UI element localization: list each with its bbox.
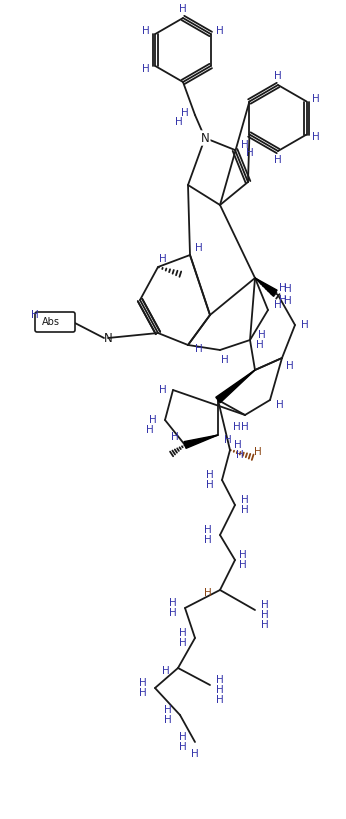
Text: H: H — [146, 425, 154, 435]
Text: H: H — [204, 588, 212, 598]
Text: H: H — [241, 140, 249, 150]
Text: H: H — [284, 296, 292, 306]
Text: H: H — [195, 243, 203, 253]
Polygon shape — [216, 370, 255, 403]
Text: H: H — [274, 71, 282, 81]
Text: H: H — [261, 600, 269, 610]
Text: H: H — [246, 148, 254, 158]
Text: H: H — [261, 610, 269, 620]
Text: H: H — [274, 300, 282, 310]
Text: H: H — [179, 638, 187, 648]
Text: H: H — [241, 422, 249, 432]
Text: H: H — [143, 64, 150, 74]
Text: H: H — [139, 678, 147, 688]
Text: H: H — [224, 435, 232, 445]
Text: H: H — [179, 628, 187, 638]
Polygon shape — [255, 278, 277, 296]
Text: H: H — [233, 422, 241, 432]
Text: H: H — [139, 688, 147, 698]
FancyBboxPatch shape — [35, 312, 75, 332]
Text: H: H — [159, 385, 167, 395]
Text: H: H — [312, 133, 319, 143]
Text: H: H — [279, 295, 287, 305]
Text: H: H — [261, 620, 269, 630]
Text: H: H — [254, 447, 262, 457]
Text: H: H — [312, 93, 319, 103]
Text: H: H — [164, 705, 172, 715]
Text: H: H — [169, 608, 177, 618]
Text: H: H — [241, 495, 249, 505]
Text: H: H — [284, 284, 292, 294]
Text: H: H — [301, 320, 309, 330]
Text: H: H — [256, 340, 264, 350]
Text: H: H — [204, 535, 212, 545]
Text: H: H — [216, 685, 224, 695]
Polygon shape — [184, 435, 218, 448]
Text: H: H — [236, 450, 244, 460]
Text: H: H — [239, 560, 247, 570]
Text: H: H — [191, 749, 199, 759]
Text: Abs: Abs — [42, 317, 60, 327]
Text: H: H — [195, 344, 203, 354]
Text: N: N — [103, 332, 112, 345]
Text: H: H — [171, 432, 179, 442]
Text: H: H — [169, 598, 177, 608]
Text: H: H — [179, 742, 187, 752]
Text: H: H — [149, 415, 157, 425]
Text: H: H — [179, 4, 187, 14]
Text: H: H — [216, 695, 224, 705]
Text: H: H — [179, 732, 187, 742]
Text: H: H — [143, 26, 150, 36]
Text: H: H — [159, 254, 167, 264]
Text: H: H — [181, 108, 189, 118]
Text: H: H — [162, 666, 170, 676]
Text: H: H — [258, 330, 266, 340]
Text: H: H — [276, 400, 284, 410]
Text: H: H — [216, 675, 224, 685]
Text: H: H — [286, 361, 294, 371]
Text: H: H — [175, 117, 183, 127]
Text: H: H — [241, 505, 249, 515]
Text: H: H — [239, 550, 247, 560]
Text: H: H — [279, 283, 287, 293]
Text: H: H — [31, 310, 39, 320]
Text: H: H — [216, 26, 224, 36]
Text: N: N — [201, 132, 209, 144]
Text: H: H — [206, 480, 214, 490]
Text: H: H — [221, 355, 229, 365]
Text: H: H — [206, 470, 214, 480]
Text: H: H — [164, 715, 172, 725]
Text: H: H — [274, 155, 282, 165]
Text: H: H — [234, 440, 242, 450]
Text: H: H — [204, 525, 212, 535]
